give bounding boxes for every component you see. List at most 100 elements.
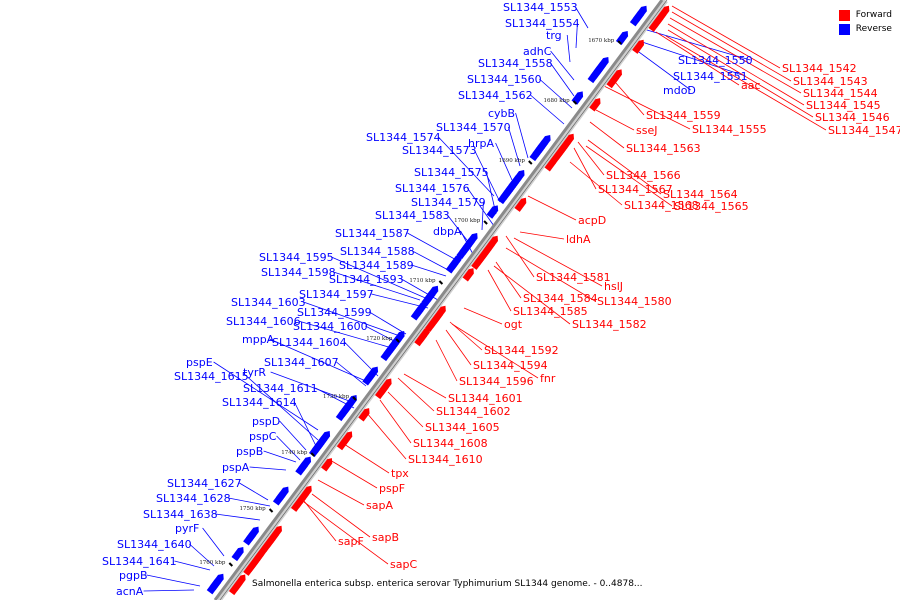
kbp-tick-mark (268, 508, 274, 513)
reverse-gene-label[interactable]: SL1344_1627 (167, 477, 242, 490)
forward-gene-label[interactable]: SL1344_1568 (624, 199, 699, 212)
reverse-gene-label[interactable]: SL1344_1551 (673, 70, 748, 83)
forward-gene-label[interactable]: SL1344_1565 (674, 200, 749, 213)
forward-gene-label[interactable]: SL1344_1610 (408, 453, 483, 466)
forward-gene-label[interactable]: SL1344_1566 (606, 169, 681, 182)
forward-gene-label[interactable]: SL1344_1546 (815, 111, 890, 124)
forward-leader-line (667, 23, 805, 106)
reverse-gene-label[interactable]: SL1344_1570 (436, 121, 511, 134)
reverse-gene-label[interactable]: adhC (523, 45, 552, 58)
reverse-gene-label[interactable]: SL1344_1604 (272, 336, 347, 349)
forward-gene-label[interactable]: SL1344_1567 (598, 183, 673, 196)
forward-gene-label[interactable]: sseJ (636, 124, 657, 137)
reverse-gene-label[interactable]: mppA (242, 333, 275, 346)
forward-gene-label[interactable]: tpx (391, 467, 409, 480)
forward-gene-label[interactable]: SL1344_1584 (523, 292, 598, 305)
reverse-gene-label[interactable]: pyrF (175, 522, 199, 535)
forward-gene-label[interactable]: sapA (366, 499, 393, 512)
forward-gene-label[interactable]: SL1344_1582 (572, 318, 647, 331)
reverse-gene-label[interactable]: SL1344_1589 (339, 259, 414, 272)
forward-gene-label[interactable]: SL1344_1547 (828, 124, 900, 137)
reverse-gene-label[interactable]: tyrR (243, 366, 266, 379)
reverse-gene-label[interactable]: SL1344_1562 (458, 89, 533, 102)
forward-gene-label[interactable]: sapF (338, 535, 364, 548)
forward-gene-label[interactable]: ldhA (566, 233, 591, 246)
forward-gene-label[interactable]: SL1344_1602 (436, 405, 511, 418)
forward-gene-label[interactable]: fnr (540, 372, 556, 385)
reverse-gene-label[interactable]: SL1344_1611 (243, 382, 318, 395)
reverse-leader-line (369, 311, 407, 335)
forward-gene-label[interactable]: SL1344_1559 (646, 109, 721, 122)
reverse-gene-label[interactable]: pspE (186, 356, 213, 369)
forward-gene-label[interactable]: SL1344_1596 (459, 375, 534, 388)
reverse-gene-label[interactable]: SL1344_1574 (366, 131, 441, 144)
reverse-leader-line (411, 264, 447, 277)
reverse-gene-label[interactable]: SL1344_1558 (478, 57, 553, 70)
forward-gene-label[interactable]: SL1344_1592 (484, 344, 559, 357)
reverse-gene-label[interactable]: SL1344_1600 (293, 320, 368, 333)
reverse-gene-label[interactable]: SL1344_1553 (503, 1, 578, 14)
reverse-gene-label[interactable]: SL1344_1550 (678, 54, 753, 67)
reverse-gene-label[interactable]: SL1344_1595 (259, 251, 334, 264)
forward-gene-label[interactable]: SL1344_1563 (626, 142, 701, 155)
reverse-gene-label[interactable]: SL1344_1587 (335, 227, 410, 240)
reverse-gene-label[interactable]: SL1344_1575 (414, 166, 489, 179)
reverse-gene-label[interactable]: SL1344_1588 (340, 245, 415, 258)
reverse-gene-label[interactable]: SL1344_1579 (411, 196, 486, 209)
reverse-gene-label[interactable]: SL1344_1599 (297, 306, 372, 319)
reverse-gene-label[interactable]: pspA (222, 461, 250, 474)
forward-gene-label[interactable]: SL1344_1580 (597, 295, 672, 308)
reverse-gene-label[interactable]: SL1344_1554 (505, 17, 580, 30)
forward-gene-label[interactable]: ogt (504, 318, 523, 331)
reverse-gene-label[interactable]: SL1344_1638 (143, 508, 218, 521)
forward-gene-label[interactable]: SL1344_1581 (536, 271, 611, 284)
forward-gene-label[interactable]: SL1344_1543 (793, 75, 868, 88)
forward-gene-label[interactable]: aac (741, 79, 761, 92)
reverse-gene-label[interactable]: SL1344_1615 (174, 370, 249, 383)
kbp-tick-label: 1670 kbp (588, 38, 615, 44)
reverse-gene-label[interactable]: SL1344_1603 (231, 296, 306, 309)
reverse-gene-label[interactable]: pspC (249, 430, 277, 443)
forward-gene-label[interactable]: sapB (372, 531, 399, 544)
forward-gene-label[interactable]: SL1344_1555 (692, 123, 767, 136)
reverse-gene-label[interactable]: SL1344_1640 (117, 538, 192, 551)
forward-gene-label[interactable]: pspF (379, 482, 405, 495)
forward-gene-label[interactable]: SL1344_1545 (806, 99, 881, 112)
reverse-gene-label[interactable]: SL1344_1598 (261, 266, 336, 279)
reverse-gene-label[interactable]: dbpA (433, 225, 462, 238)
reverse-gene-label[interactable]: SL1344_1597 (299, 288, 374, 301)
forward-gene-label[interactable]: SL1344_1564 (663, 188, 738, 201)
forward-gene-label[interactable]: SL1344_1544 (803, 87, 878, 100)
forward-gene-label[interactable]: SL1344_1594 (473, 359, 548, 372)
forward-gene-label[interactable]: hslJ (604, 280, 623, 293)
forward-gene-label[interactable]: SL1344_1601 (448, 392, 523, 405)
reverse-gene-label[interactable]: SL1344_1576 (395, 182, 470, 195)
reverse-gene-label[interactable]: pspB (236, 445, 263, 458)
forward-gene-label[interactable]: sapC (390, 558, 417, 571)
reverse-gene-label[interactable]: SL1344_1628 (156, 492, 231, 505)
forward-gene-label[interactable]: acpD (578, 214, 606, 227)
forward-gene-label[interactable]: SL1344_1542 (782, 62, 857, 75)
kbp-tick-label: 1680 kbp (544, 98, 571, 104)
reverse-gene-label[interactable]: mdoD (663, 84, 696, 97)
forward-gene-label[interactable]: SL1344_1605 (425, 421, 500, 434)
reverse-gene-label[interactable]: pgpB (119, 569, 148, 582)
reverse-gene-label[interactable]: hrpA (468, 137, 494, 150)
reverse-gene-label[interactable]: SL1344_1607 (264, 356, 339, 369)
reverse-gene-label[interactable]: SL1344_1614 (222, 396, 297, 409)
reverse-gene-label[interactable]: SL1344_1641 (102, 555, 177, 568)
reverse-gene-label[interactable]: SL1344_1606 (226, 315, 301, 328)
reverse-gene-label[interactable]: SL1344_1593 (329, 273, 404, 286)
forward-gene-label[interactable]: SL1344_1608 (413, 437, 488, 450)
reverse-gene-label[interactable]: pspD (252, 415, 280, 428)
reverse-gene-label[interactable]: SL1344_1560 (467, 73, 542, 86)
reverse-gene-label[interactable]: acnA (116, 585, 144, 598)
reverse-gene-label[interactable]: SL1344_1583 (375, 209, 450, 222)
forward-gene-label[interactable]: SL1344_1585 (513, 305, 588, 318)
reverse-gene-label[interactable]: cybB (488, 107, 515, 120)
reverse-gene-label[interactable]: SL1344_1573 (402, 144, 477, 157)
reverse-gene-label[interactable]: trg (546, 29, 562, 42)
